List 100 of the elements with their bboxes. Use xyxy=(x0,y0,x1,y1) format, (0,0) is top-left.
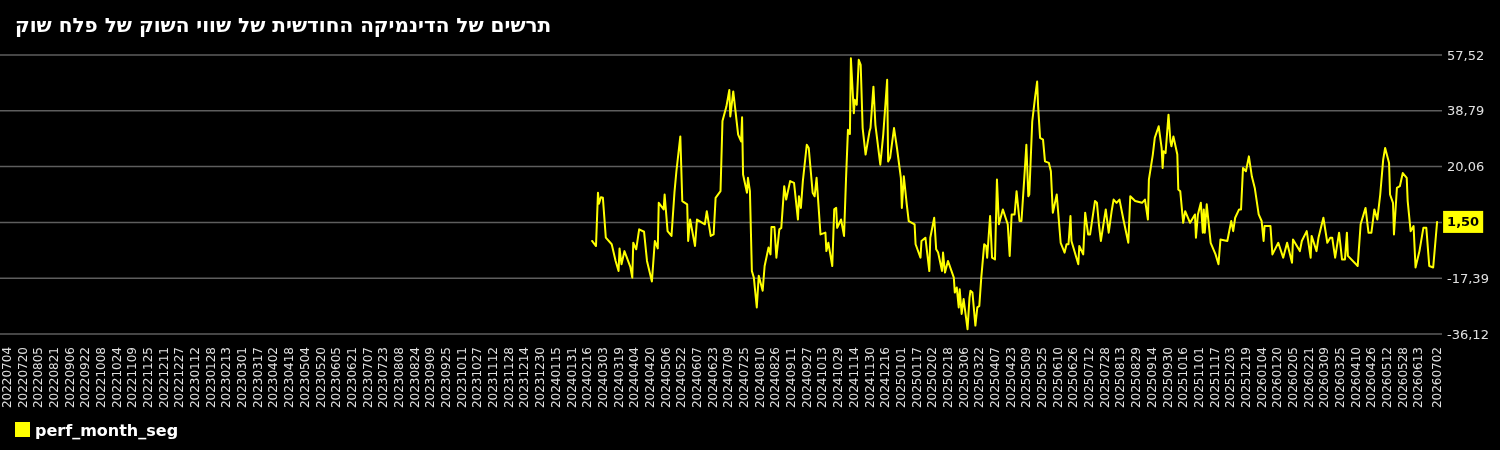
x-tick-label: 20240927 xyxy=(799,347,814,409)
chart-title: תרשים של הדינמיקה החודשית של שווי השוק של פלח שוק xyxy=(15,13,552,37)
x-tick-label: 20230520 xyxy=(313,347,328,409)
x-tick-label: 20250117 xyxy=(909,347,924,409)
x-tick-label: 20231128 xyxy=(501,347,516,409)
x-tick-label: 20260325 xyxy=(1333,347,1348,409)
x-tick-label: 20230418 xyxy=(282,347,297,409)
x-tick-label: 20241029 xyxy=(831,347,846,409)
x-tick-label: 20230317 xyxy=(250,347,265,409)
x-tick-label: 20231011 xyxy=(454,347,469,409)
x-tick-label: 20240810 xyxy=(752,347,767,409)
annotation: 1,50 xyxy=(1447,214,1480,230)
x-tick-label: 20230621 xyxy=(344,347,359,409)
x-tick-label: 20230808 xyxy=(391,347,406,409)
x-tick-label: 20230723 xyxy=(376,347,391,409)
y-tick-label: 20,06 xyxy=(1447,159,1485,175)
x-tick-label: 20220805 xyxy=(31,347,46,409)
x-tick-label: 20241130 xyxy=(862,347,877,409)
x-tick-label: 20221211 xyxy=(156,347,171,409)
y-tick-label: 38,79 xyxy=(1447,103,1485,119)
x-tick-label: 20260426 xyxy=(1364,347,1379,409)
x-tick-label: 20241216 xyxy=(878,347,893,409)
x-tick-label: 20250610 xyxy=(1050,347,1065,409)
x-tick-label: 20230402 xyxy=(266,347,281,409)
x-tick-label: 20260205 xyxy=(1286,347,1300,409)
x-tick-label: 20250829 xyxy=(1129,347,1144,409)
x-tick-label: 20221109 xyxy=(125,347,140,409)
x-tick-label: 20250218 xyxy=(940,347,955,409)
x-tick-label: 20240216 xyxy=(580,347,595,409)
x-tick-label: 20231230 xyxy=(533,347,548,409)
x-tick-label: 20241013 xyxy=(815,347,830,409)
x-tick-label: 20241114 xyxy=(846,347,861,409)
x-tick-label: 20231027 xyxy=(470,347,485,409)
x-tick-label: 20260104 xyxy=(1254,347,1269,409)
x-tick-label: 20221227 xyxy=(172,347,187,409)
x-tick-label: 20240826 xyxy=(768,347,783,409)
x-tick-label: 20260613 xyxy=(1411,347,1426,409)
x-tick-label: 20251101 xyxy=(1191,347,1206,409)
x-tick-label: 20240115 xyxy=(548,347,563,409)
x-tick-label: 20230112 xyxy=(188,347,203,409)
x-tick-label: 20220906 xyxy=(62,347,77,409)
x-tick-label: 20230824 xyxy=(407,347,422,409)
x-tick-label: 20240725 xyxy=(737,347,752,409)
x-tick-label: 20220720 xyxy=(15,347,30,409)
y-tick-label: -17,39 xyxy=(1447,270,1489,286)
x-tick-label: 20240911 xyxy=(784,347,799,409)
x-tick-label: 20240404 xyxy=(627,347,642,409)
x-tick-label: 20250813 xyxy=(1113,347,1128,409)
x-tick-label: 20260309 xyxy=(1317,347,1332,409)
line-series xyxy=(591,57,1439,331)
x-tick-label: 20250407 xyxy=(987,347,1002,409)
x-tick-label: 20250728 xyxy=(1097,347,1112,409)
x-tick-label: 20230301 xyxy=(235,347,250,409)
x-tick-label: 20240623 xyxy=(705,347,720,409)
y-tick-label: -36,12 xyxy=(1447,326,1489,342)
x-tick-label: 20260221 xyxy=(1301,347,1316,409)
x-tick-label: 20231112 xyxy=(486,347,501,409)
x-tick-label: 20251219 xyxy=(1238,347,1253,409)
x-tick-label: 20230925 xyxy=(439,347,454,409)
x-tick-label: 20240506 xyxy=(658,347,673,409)
x-tick-label: 20250626 xyxy=(1066,347,1081,409)
x-tick-label: 20230504 xyxy=(297,347,312,409)
x-tick-label: 20250423 xyxy=(1003,347,1018,409)
x-tick-label: 20260120 xyxy=(1270,347,1285,409)
x-tick-label: 20240131 xyxy=(564,347,579,409)
x-tick-label: 20221125 xyxy=(141,347,156,409)
x-tick-label: 20250306 xyxy=(956,347,971,409)
x-tick-label: 20250509 xyxy=(1019,347,1034,409)
legend-label: perf_month_seg xyxy=(35,420,179,440)
x-tick-label: 20260702 xyxy=(1430,347,1445,409)
x-tick-label: 20250101 xyxy=(893,347,908,409)
x-tick-label: 20251016 xyxy=(1176,347,1191,409)
x-tick-label: 20230909 xyxy=(423,347,438,409)
x-tick-label: 20251203 xyxy=(1223,347,1238,409)
x-tick-label: 20230128 xyxy=(203,347,218,409)
x-tick-label: 20230605 xyxy=(329,347,344,409)
y-tick-label: 57,52 xyxy=(1447,47,1485,63)
x-tick-label: 20250930 xyxy=(1160,347,1175,409)
x-tick-label: 20251117 xyxy=(1207,347,1222,409)
x-tick-label: 20250202 xyxy=(925,347,940,409)
x-tick-label: 20260410 xyxy=(1348,347,1363,409)
x-tick-label: 20220704 xyxy=(0,347,14,409)
x-tick-label: 20250322 xyxy=(972,347,987,409)
x-tick-label: 20230707 xyxy=(360,347,375,409)
x-tick-label: 20220922 xyxy=(78,347,93,409)
x-tick-label: 20240522 xyxy=(674,347,689,409)
x-tick-label: 20250525 xyxy=(1035,347,1050,409)
x-tick-label: 20240709 xyxy=(721,347,736,409)
x-tick-label: 20260528 xyxy=(1395,347,1410,409)
x-tick-label: 20220821 xyxy=(46,347,61,409)
x-tick-label: 20250712 xyxy=(1082,347,1097,409)
x-tick-label: 20240607 xyxy=(689,347,704,409)
x-tick-label: 20230213 xyxy=(219,347,234,409)
x-tick-label: 20250914 xyxy=(1144,347,1159,409)
x-tick-label: 20240319 xyxy=(611,347,626,409)
x-tick-label: 20221008 xyxy=(93,347,108,409)
x-tick-label: 20231214 xyxy=(517,347,532,409)
x-tick-label: 20240420 xyxy=(642,347,657,409)
x-tick-label: 20240303 xyxy=(595,347,610,409)
x-tick-label: 20221024 xyxy=(109,347,124,409)
